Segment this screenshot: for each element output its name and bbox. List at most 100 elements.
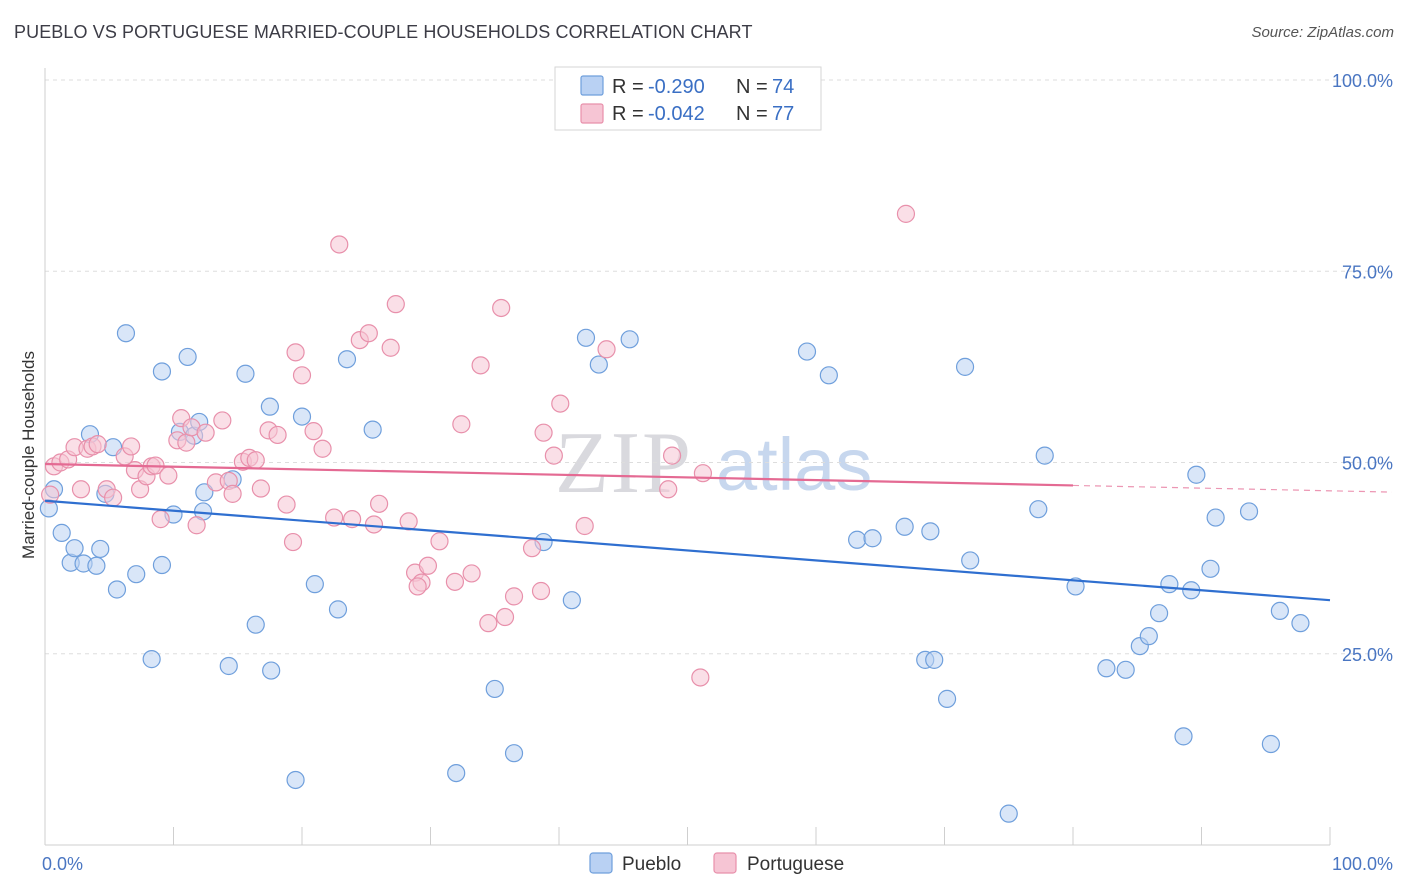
portuguese-point-5	[71, 480, 91, 499]
pueblo-point-30	[286, 770, 305, 790]
portuguese-point-61	[492, 298, 511, 318]
legend-swatch-portuguese	[580, 103, 604, 124]
pueblo-point-72	[1270, 601, 1289, 621]
pueblo-point-62	[1139, 627, 1158, 646]
portuguese-trend-line	[44, 462, 1074, 487]
pueblo-point-59	[1097, 659, 1116, 678]
portuguese-point-48	[370, 494, 389, 513]
pueblo-point-35	[363, 420, 382, 439]
portuguese-point-47	[364, 515, 384, 534]
portuguese-point-67	[544, 446, 563, 465]
pueblo-point-47	[863, 529, 882, 548]
pueblo-point-50	[921, 522, 940, 541]
legend-swatch-pueblo	[580, 75, 604, 96]
pueblo-point-65	[1174, 727, 1193, 746]
watermark-atlas: atlas	[716, 423, 872, 506]
portuguese-point-65	[531, 581, 551, 601]
legend-n-value-portuguese: 77	[772, 103, 794, 125]
portuguese-point-41	[313, 439, 332, 458]
portuguese-point-72	[662, 446, 682, 465]
portuguese-point-12	[121, 437, 141, 456]
legend-r-label-pueblo: R =	[612, 76, 644, 98]
portuguese-point-38	[286, 343, 305, 362]
pueblo-point-38	[504, 744, 524, 763]
pueblo-point-55	[999, 804, 1018, 823]
pueblo-point-27	[246, 615, 265, 634]
pueblo-point-67	[1187, 465, 1206, 484]
legend-n-label-portuguese: N =	[736, 103, 768, 125]
pueblo-point-37	[485, 679, 504, 699]
pueblo-point-34	[337, 350, 357, 369]
portuguese-point-74	[693, 464, 713, 483]
pueblo-point-71	[1261, 734, 1280, 754]
portuguese-point-60	[479, 614, 498, 633]
pueblo-point-68	[1201, 559, 1220, 578]
pueblo-trend-line	[44, 499, 1331, 602]
pueblo-point-8	[91, 539, 110, 559]
portuguese-point-46	[359, 324, 378, 343]
pueblo-point-16	[152, 362, 172, 381]
chart-source: Source: ZipAtlas.com	[1251, 24, 1394, 41]
portuguese-point-64	[522, 539, 542, 558]
portuguese-point-62	[495, 607, 515, 627]
pueblo-point-26	[236, 364, 255, 383]
pueblo-point-64	[1160, 575, 1179, 594]
portuguese-point-37	[283, 532, 303, 552]
pueblo-point-2	[52, 523, 71, 542]
portuguese-point-35	[268, 425, 287, 445]
pueblo-point-51	[925, 650, 944, 669]
y-tick-label-50: 50.0%	[1342, 454, 1393, 474]
portuguese-point-66	[534, 423, 553, 442]
portuguese-point-58	[462, 564, 481, 583]
pueblo-point-43	[620, 330, 639, 349]
portuguese-point-75	[896, 204, 916, 223]
pueblo-point-31	[292, 407, 312, 426]
legend-r-value-portuguese: -0.042	[648, 103, 705, 125]
pueblo-point-58	[1066, 577, 1085, 596]
series-legend-label-pueblo: Pueblo	[622, 854, 681, 875]
portuguese-point-76	[408, 577, 427, 596]
pueblo-point-14	[142, 650, 161, 669]
pueblo-point-69	[1206, 508, 1225, 527]
trend-lines	[44, 462, 1393, 602]
portuguese-point-43	[330, 235, 349, 254]
portuguese-point-39	[292, 366, 312, 385]
portuguese-point-55	[430, 532, 449, 551]
portuguese-point-50	[386, 295, 405, 314]
pueblo-point-7	[87, 556, 106, 575]
pueblo-point-15	[152, 555, 172, 575]
pueblo-point-24	[219, 656, 238, 676]
pueblo-point-45	[819, 366, 838, 385]
pueblo-point-32	[305, 575, 324, 594]
series-legend: Pueblo Portuguese	[589, 852, 844, 875]
pueblo-point-4	[65, 539, 84, 558]
portuguese-point-57	[452, 415, 471, 434]
portuguese-point-24	[187, 516, 206, 535]
portuguese-point-27	[213, 411, 232, 430]
portuguese-point-10	[104, 488, 123, 507]
portuguese-point-8	[88, 435, 107, 454]
portuguese-point-29	[223, 484, 242, 503]
pueblo-point-70	[1239, 502, 1259, 521]
series-legend-swatch-pueblo	[589, 852, 613, 874]
pueblo-point-12	[116, 324, 136, 343]
portuguese-points	[41, 204, 916, 687]
pueblo-points	[39, 324, 1310, 823]
pueblo-point-33	[328, 600, 348, 619]
portuguese-point-56	[445, 572, 465, 591]
pueblo-point-44	[797, 342, 817, 361]
portuguese-point-59	[471, 356, 490, 375]
portuguese-point-49	[381, 338, 400, 357]
pueblo-point-48	[895, 517, 914, 536]
x-tick-label-max: 100.0%	[1332, 854, 1393, 874]
portuguese-trend-extension	[1072, 484, 1393, 493]
portuguese-point-70	[597, 340, 616, 359]
pueblo-point-52	[937, 689, 957, 708]
portuguese-point-25	[196, 423, 215, 442]
pueblo-point-41	[576, 328, 596, 347]
portuguese-point-22	[177, 433, 196, 452]
portuguese-point-0	[41, 485, 60, 504]
pueblo-point-57	[1035, 446, 1054, 465]
portuguese-point-63	[504, 587, 524, 606]
pueblo-point-53	[955, 357, 975, 376]
